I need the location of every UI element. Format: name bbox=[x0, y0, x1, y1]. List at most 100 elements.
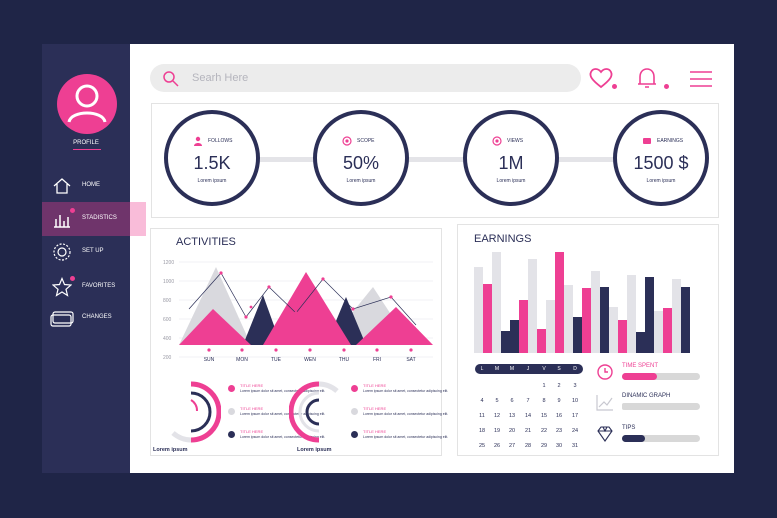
sidebar-item-setup[interactable]: SET UP bbox=[42, 235, 146, 269]
legend-dot bbox=[351, 431, 358, 438]
earnings-panel: EARNINGS bbox=[457, 224, 719, 456]
x-tick-label: TUE bbox=[271, 357, 282, 363]
calendar-day[interactable]: 14 bbox=[524, 413, 532, 419]
area-pink-2 bbox=[263, 272, 351, 345]
calendar-day[interactable]: 6 bbox=[510, 398, 514, 404]
donut-chart-2 bbox=[289, 381, 339, 443]
calendar-day[interactable]: 3 bbox=[573, 383, 577, 389]
calendar-day[interactable]: 20 bbox=[508, 428, 516, 434]
calendar-day[interactable]: 13 bbox=[508, 413, 516, 419]
calendar-day[interactable]: 4 bbox=[480, 398, 484, 404]
x-tick-label: MON bbox=[236, 357, 248, 363]
sidebar-item-home[interactable]: HOME bbox=[42, 169, 146, 203]
calendar-day[interactable]: 24 bbox=[571, 428, 579, 434]
calendar-day[interactable]: 23 bbox=[555, 428, 563, 434]
x-tick-label: FRI bbox=[373, 357, 381, 363]
progress-dinamic-graph: DINAMIC GRAPH bbox=[596, 393, 706, 413]
search-bar[interactable]: Searh Here bbox=[150, 64, 581, 92]
bell-icon[interactable] bbox=[636, 66, 658, 90]
calendar-day[interactable]: 19 bbox=[493, 428, 501, 434]
profile-label[interactable]: PROFILE bbox=[73, 140, 99, 146]
notification-dot bbox=[70, 276, 75, 281]
y-tick-label: 1000 bbox=[163, 279, 174, 285]
calendar-day[interactable]: 7 bbox=[526, 398, 530, 404]
stat-follows: FOLLOWS 1.5K Lorem ipsum bbox=[164, 110, 260, 206]
calendar-day[interactable]: 25 bbox=[478, 443, 486, 449]
person-icon bbox=[194, 136, 202, 146]
stat-scope: SCOPE 50% Lorem ipsum bbox=[313, 110, 409, 206]
legend-title: TITLE HERE bbox=[240, 406, 264, 411]
stat-value: 1500 $ bbox=[633, 153, 689, 173]
y-tick-label: 200 bbox=[163, 355, 172, 361]
sidebar-item-stadistics[interactable]: STADISTICS bbox=[42, 202, 146, 236]
progress-fill bbox=[622, 435, 646, 442]
calendar-day-header: M bbox=[494, 366, 500, 372]
notification-dot bbox=[664, 84, 669, 89]
sidebar: PROFILE HOME STADISTICS SET UP bbox=[42, 44, 146, 473]
stat-caption: Lorem ipsum bbox=[496, 178, 526, 184]
y-tick-label: 1200 bbox=[163, 260, 174, 266]
calendar-day[interactable]: 10 bbox=[571, 398, 579, 404]
calendar-day[interactable]: 17 bbox=[571, 413, 579, 419]
donut-caption: Lorem ipsum bbox=[297, 447, 332, 453]
heart-icon[interactable] bbox=[588, 66, 614, 90]
activities-chart: 1200 1000 800 600 400 200 bbox=[163, 260, 433, 363]
calendar-day[interactable]: 28 bbox=[524, 443, 532, 449]
calendar-day[interactable]: 29 bbox=[540, 443, 548, 449]
legend-title: TITLE HERE bbox=[363, 429, 387, 434]
calendar-day-header: D bbox=[573, 366, 577, 372]
search-input[interactable]: Searh Here bbox=[192, 72, 249, 84]
calendar-day[interactable]: 21 bbox=[524, 428, 532, 434]
progress-fill bbox=[622, 403, 626, 410]
y-tick-label: 400 bbox=[163, 336, 172, 342]
progress-label: TIME SPENT bbox=[622, 363, 659, 369]
legend-text: Lorem ipsum dolor sit amet, consectetur … bbox=[240, 412, 326, 416]
area-pink-3 bbox=[356, 307, 433, 345]
activities-panel: ACTIVITIES 1200 1000 800 600 400 200 bbox=[150, 228, 448, 456]
stat-views: VIEWS 1M Lorem ipsum bbox=[463, 110, 559, 206]
stat-value: 1M bbox=[498, 153, 524, 173]
calendar-day[interactable]: 18 bbox=[478, 428, 486, 434]
diamond-icon bbox=[597, 426, 613, 442]
calendar-day[interactable]: 27 bbox=[508, 443, 516, 449]
calendar-day[interactable]: 5 bbox=[495, 398, 499, 404]
y-tick-label: 600 bbox=[163, 317, 172, 323]
calendar-day[interactable]: 26 bbox=[493, 443, 501, 449]
stats-connector bbox=[202, 157, 672, 162]
calendar-day[interactable]: 11 bbox=[479, 413, 485, 419]
stat-caption: Lorem ipsum bbox=[346, 178, 376, 184]
calendar-day[interactable]: 16 bbox=[555, 413, 563, 419]
calendar-day[interactable]: 15 bbox=[540, 413, 548, 419]
area-gray-1 bbox=[179, 267, 251, 345]
calendar-day[interactable]: 2 bbox=[557, 383, 561, 389]
calendar-day[interactable]: 22 bbox=[540, 428, 548, 434]
notification-dot bbox=[70, 208, 75, 213]
sidebar-item-label: STADISTICS bbox=[82, 215, 117, 221]
progress-label: DINAMIC GRAPH bbox=[622, 393, 671, 399]
legend-text: Lorem ipsum dolor sit amet, consectetur … bbox=[363, 435, 449, 439]
calendar-day[interactable]: 8 bbox=[542, 398, 546, 404]
progress-time-spent: TIME SPENT bbox=[596, 363, 706, 383]
legend-text: Lorem ipsum dolor sit amet, consectetur … bbox=[240, 435, 326, 439]
sidebar-item-changes[interactable]: CHANGES bbox=[42, 301, 146, 335]
progress-track bbox=[622, 403, 700, 410]
coin-icon bbox=[643, 138, 651, 144]
user-icon bbox=[67, 84, 107, 123]
legend-text: Lorem ipsum dolor sit amet, consectetur … bbox=[363, 412, 449, 416]
x-tick-label: SUN bbox=[204, 357, 215, 363]
calendar-day[interactable]: 9 bbox=[557, 398, 561, 404]
calendar-day[interactable]: 30 bbox=[555, 443, 563, 449]
calendar-day[interactable]: 31 bbox=[571, 443, 579, 449]
clock-icon bbox=[597, 364, 613, 380]
sidebar-item-favorites[interactable]: FAVORITES bbox=[42, 270, 146, 304]
avatar[interactable] bbox=[57, 74, 117, 134]
calendar-day[interactable]: 1 bbox=[542, 383, 546, 389]
legend-title: TITLE HERE bbox=[363, 383, 387, 388]
progress-tips: TIPS bbox=[596, 425, 706, 445]
search-icon[interactable] bbox=[162, 70, 180, 88]
calendar-day[interactable]: 12 bbox=[493, 413, 501, 419]
progress-label: TIPS bbox=[622, 425, 636, 431]
activities-title: ACTIVITIES bbox=[176, 236, 236, 248]
menu-icon[interactable] bbox=[688, 69, 714, 89]
